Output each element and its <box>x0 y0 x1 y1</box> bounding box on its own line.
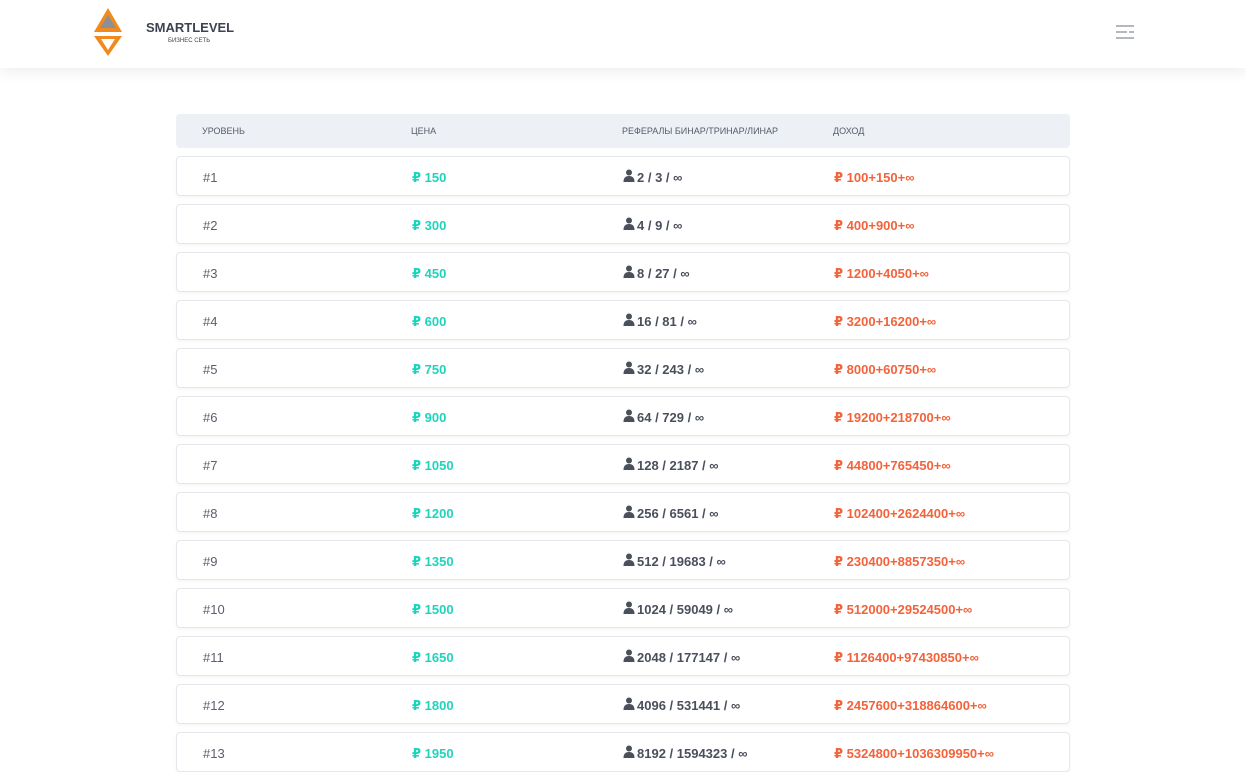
referrals-cell: 128 / 2187 / ∞ <box>637 458 719 473</box>
income-cell: ₽ 3200+16200+∞ <box>834 314 937 329</box>
table-row: #5 ₽ 750 32 / 243 / ∞ ₽ 8000+60750+∞ <box>176 348 1070 388</box>
column-header: ДОХОД <box>833 126 865 136</box>
user-icon <box>623 601 635 614</box>
price-cell: ₽ 1200 <box>412 506 454 521</box>
referrals-cell: 32 / 243 / ∞ <box>637 362 705 377</box>
user-icon <box>623 697 635 710</box>
level-cell: #11 <box>203 650 224 665</box>
column-header: УРОВЕНЬ <box>202 126 245 136</box>
price-cell: ₽ 300 <box>412 218 447 233</box>
table-row: #4 ₽ 600 16 / 81 / ∞ ₽ 3200+16200+∞ <box>176 300 1070 340</box>
level-cell: #2 <box>203 218 218 233</box>
level-cell: #9 <box>203 554 218 569</box>
level-cell: #10 <box>203 602 225 617</box>
user-icon <box>623 313 635 326</box>
price-cell: ₽ 450 <box>412 266 447 281</box>
top-bar: SMARTLEVEL БИЗНЕС СЕТЬ <box>0 0 1246 68</box>
user-icon <box>623 745 635 758</box>
income-cell: ₽ 19200+218700+∞ <box>834 410 951 425</box>
user-icon <box>623 649 635 662</box>
price-cell: ₽ 1050 <box>412 458 454 473</box>
income-cell: ₽ 512000+29524500+∞ <box>834 602 973 617</box>
income-cell: ₽ 5324800+1036309950+∞ <box>834 746 995 761</box>
user-icon <box>623 553 635 566</box>
table-row: #6 ₽ 900 64 / 729 / ∞ ₽ 19200+218700+∞ <box>176 396 1070 436</box>
user-icon <box>623 457 635 470</box>
referrals-cell: 256 / 6561 / ∞ <box>637 506 719 521</box>
price-cell: ₽ 1800 <box>412 698 454 713</box>
user-icon <box>623 409 635 422</box>
table-row: #12 ₽ 1800 4096 / 531441 / ∞ ₽ 2457600+3188… <box>176 684 1070 724</box>
level-cell: #5 <box>203 362 218 377</box>
referrals-cell: 8 / 27 / ∞ <box>637 266 690 281</box>
table-header: УРОВЕНЬ ЦЕНА РЕФЕРАЛЫ БИНАР/ТРИНАР/ЛИНАР ДО… <box>176 114 1070 148</box>
referrals-cell: 4 / 9 / ∞ <box>637 218 683 233</box>
table-row: #7 ₽ 1050 128 / 2187 / ∞ ₽ 44800+765450+∞ <box>176 444 1070 484</box>
user-icon <box>623 217 635 230</box>
referrals-cell: 512 / 19683 / ∞ <box>637 554 726 569</box>
level-cell: #6 <box>203 410 218 425</box>
menu-button[interactable] <box>1114 24 1136 40</box>
price-cell: ₽ 1950 <box>412 746 454 761</box>
tagline: БИЗНЕС СЕТЬ <box>168 38 211 44</box>
logo[interactable] <box>92 6 124 58</box>
price-cell: ₽ 750 <box>412 362 447 377</box>
price-cell: ₽ 1650 <box>412 650 454 665</box>
income-cell: ₽ 2457600+318864600+∞ <box>834 698 987 713</box>
table-row: #1 ₽ 150 2 / 3 / ∞ ₽ 100+150+∞ <box>176 156 1070 196</box>
referrals-cell: 2048 / 177147 / ∞ <box>637 650 741 665</box>
table-row: #3 ₽ 450 8 / 27 / ∞ ₽ 1200+4050+∞ <box>176 252 1070 292</box>
price-cell: ₽ 1350 <box>412 554 454 569</box>
referrals-cell: 4096 / 531441 / ∞ <box>637 698 741 713</box>
income-cell: ₽ 1200+4050+∞ <box>834 266 929 281</box>
referrals-cell: 8192 / 1594323 / ∞ <box>637 746 748 761</box>
level-cell: #1 <box>203 170 218 185</box>
table-row: #13 ₽ 1950 8192 / 1594323 / ∞ ₽ 5324800+103… <box>176 732 1070 772</box>
income-cell: ₽ 100+150+∞ <box>834 170 915 185</box>
income-cell: ₽ 102400+2624400+∞ <box>834 506 966 521</box>
referrals-cell: 64 / 729 / ∞ <box>637 410 705 425</box>
level-cell: #3 <box>203 266 218 281</box>
level-cell: #12 <box>203 698 225 713</box>
user-icon <box>623 169 635 182</box>
level-cell: #4 <box>203 314 218 329</box>
column-header: РЕФЕРАЛЫ БИНАР/ТРИНАР/ЛИНАР <box>622 126 779 136</box>
price-cell: ₽ 1500 <box>412 602 454 617</box>
income-cell: ₽ 230400+8857350+∞ <box>834 554 966 569</box>
table-row: #8 ₽ 1200 256 / 6561 / ∞ ₽ 102400+2624400+∞ <box>176 492 1070 532</box>
referrals-cell: 16 / 81 / ∞ <box>637 314 697 329</box>
level-cell: #8 <box>203 506 218 521</box>
price-cell: ₽ 150 <box>412 170 447 185</box>
price-cell: ₽ 600 <box>412 314 447 329</box>
referrals-cell: 2 / 3 / ∞ <box>637 170 683 185</box>
user-icon <box>623 505 635 518</box>
income-cell: ₽ 1126400+97430850+∞ <box>834 650 979 665</box>
column-header: ЦЕНА <box>411 126 437 136</box>
income-cell: ₽ 8000+60750+∞ <box>834 362 937 377</box>
income-cell: ₽ 44800+765450+∞ <box>834 458 951 473</box>
income-cell: ₽ 400+900+∞ <box>834 218 915 233</box>
user-icon <box>623 361 635 374</box>
price-cell: ₽ 900 <box>412 410 447 425</box>
table-row: #9 ₽ 1350 512 / 19683 / ∞ ₽ 230400+8857350+… <box>176 540 1070 580</box>
user-icon <box>623 265 635 278</box>
table-row: #11 ₽ 1650 2048 / 177147 / ∞ ₽ 1126400+9743… <box>176 636 1070 676</box>
level-cell: #7 <box>203 458 218 473</box>
brand[interactable]: SMARTLEVEL <box>146 20 235 35</box>
referrals-cell: 1024 / 59049 / ∞ <box>637 602 734 617</box>
table-row: #10 ₽ 1500 1024 / 59049 / ∞ ₽ 512000+295245… <box>176 588 1070 628</box>
level-cell: #13 <box>203 746 225 761</box>
table-row: #2 ₽ 300 4 / 9 / ∞ ₽ 400+900+∞ <box>176 204 1070 244</box>
